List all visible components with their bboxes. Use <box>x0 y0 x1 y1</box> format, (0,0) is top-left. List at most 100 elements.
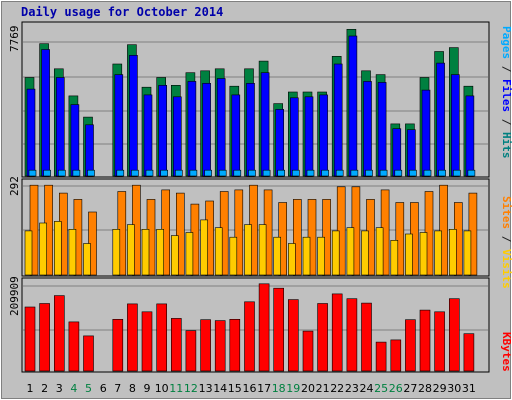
x-tick-label: 21 <box>316 382 330 395</box>
x-tick-label: 19 <box>286 382 300 395</box>
bar-pages <box>467 169 476 177</box>
x-tick-label: 5 <box>85 382 92 395</box>
legend-separator: / <box>500 59 512 79</box>
bar-pages <box>438 169 446 177</box>
legend-kbytes-panel: KBytes <box>500 332 512 372</box>
bar-kbytes <box>375 341 387 372</box>
legend-separator: / <box>500 112 512 132</box>
x-tick-label: 17 <box>257 382 271 395</box>
bar-pages <box>335 169 344 177</box>
x-tick-label: 23 <box>345 382 359 395</box>
bar-sites <box>292 199 302 276</box>
bar-pages <box>72 169 81 177</box>
bar-visits <box>53 221 62 276</box>
bar-kbytes <box>83 335 94 372</box>
bar-files <box>289 97 299 177</box>
bar-kbytes <box>317 303 328 372</box>
x-tick-label: 1 <box>27 382 34 395</box>
x-tick-label: 10 <box>155 382 169 395</box>
legend-kbytes: KBytes <box>500 332 512 372</box>
x-tick-label: 25 <box>374 382 388 395</box>
bar-pages <box>452 169 461 177</box>
bar-kbytes <box>287 299 299 372</box>
bar-pages <box>28 169 37 177</box>
bar-pages <box>321 169 329 177</box>
bar-kbytes <box>68 321 80 372</box>
bar-kbytes <box>39 303 50 372</box>
chart-title: Daily usage for October 2014 <box>21 5 223 19</box>
bar-kbytes <box>448 298 460 372</box>
x-tick-label: 9 <box>144 382 151 395</box>
bar-pages <box>423 169 432 177</box>
bar-kbytes <box>24 306 36 372</box>
bar-kbytes <box>53 295 65 372</box>
bar-visits <box>434 230 442 276</box>
bar-files <box>55 77 65 177</box>
bar-pages <box>57 169 66 177</box>
bar-pages <box>218 169 227 177</box>
bar-files <box>319 94 328 177</box>
bar-files <box>348 35 358 177</box>
bar-files <box>392 128 402 177</box>
bar-kbytes <box>434 311 445 372</box>
bar-visits <box>273 236 282 276</box>
bar-sites <box>176 192 185 276</box>
bar-visits <box>448 229 457 276</box>
bar-files <box>363 81 372 177</box>
bar-files <box>187 81 197 177</box>
x-tick-label: 16 <box>243 382 257 395</box>
legend-hits: Hits <box>500 132 512 159</box>
x-tick-label: 29 <box>433 382 447 395</box>
bar-visits <box>141 229 150 276</box>
bar-files <box>216 78 226 177</box>
bar-visits <box>331 230 340 276</box>
bar-visits <box>287 243 296 276</box>
bar-pages <box>248 169 256 177</box>
bar-files <box>158 85 167 177</box>
bar-pages <box>350 169 359 177</box>
bar-visits <box>375 227 384 276</box>
bar-files <box>26 88 36 177</box>
bar-files <box>173 96 182 177</box>
x-tick-label: 13 <box>199 382 213 395</box>
bar-visits <box>405 233 413 276</box>
legend-separator: / <box>500 229 512 249</box>
x-tick-label: 30 <box>447 382 461 395</box>
x-tick-label: 8 <box>129 382 136 395</box>
bar-visits <box>419 232 428 276</box>
bar-files <box>465 95 475 177</box>
x-tick-label: 7 <box>114 382 121 395</box>
bar-visits <box>390 240 399 276</box>
bar-pages <box>262 169 271 177</box>
x-tick-label: 31 <box>462 382 476 395</box>
bar-files <box>275 109 285 177</box>
bar-files <box>231 94 241 177</box>
bar-kbytes <box>463 333 475 372</box>
bar-kbytes <box>361 302 372 372</box>
legend-sites: Sites <box>500 196 512 229</box>
bar-kbytes <box>185 330 197 372</box>
bar-kbytes <box>112 318 124 372</box>
bar-kbytes <box>346 298 358 372</box>
bar-files <box>129 54 138 177</box>
bar-kbytes <box>419 309 431 372</box>
bar-kbytes <box>229 318 241 372</box>
bar-visits <box>302 236 311 276</box>
bar-pages <box>145 169 154 177</box>
bar-kbytes <box>331 293 343 372</box>
bar-files <box>436 62 445 177</box>
bar-files <box>450 74 460 177</box>
bar-pages <box>394 169 403 177</box>
bar-sites <box>395 202 405 276</box>
bar-visits <box>463 230 472 276</box>
x-tick-label: 27 <box>403 382 417 395</box>
sites-max-label: 292 <box>8 176 21 196</box>
bar-files <box>304 96 314 177</box>
bar-files <box>202 83 211 177</box>
x-tick-label: 2 <box>41 382 48 395</box>
bar-visits <box>346 227 355 276</box>
bar-visits <box>24 230 33 276</box>
